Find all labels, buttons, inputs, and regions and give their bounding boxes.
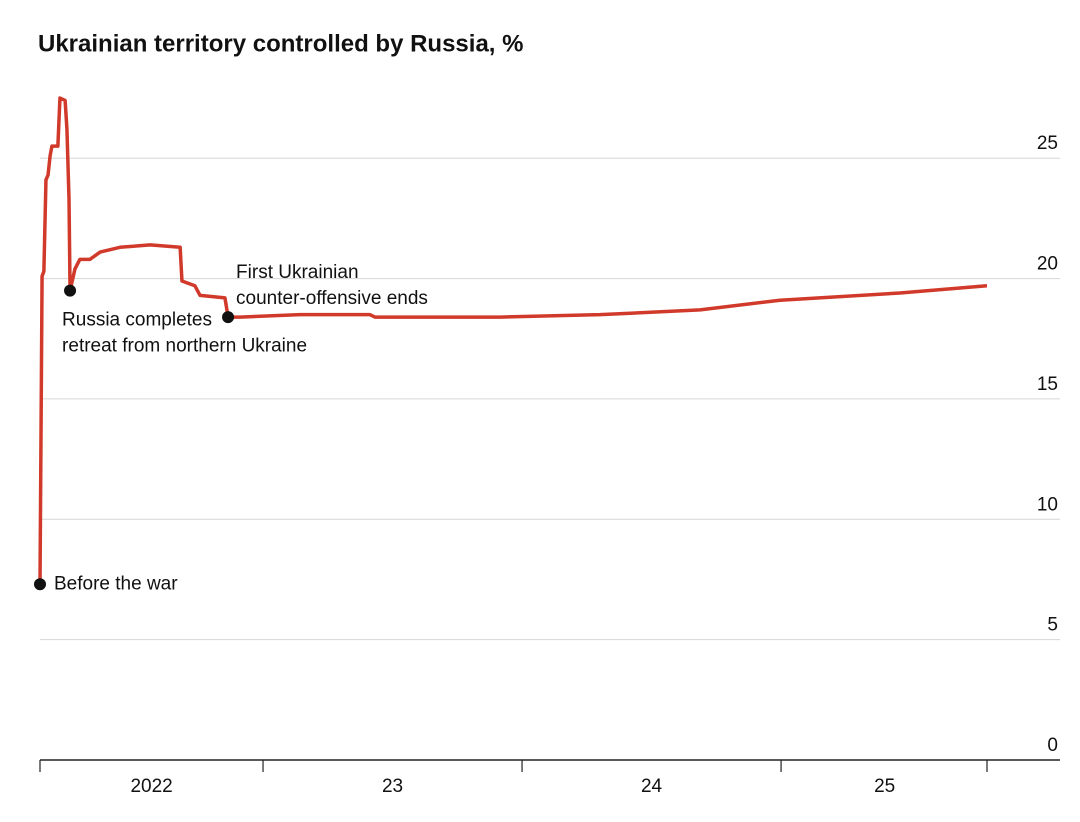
x-tick-label: 24 bbox=[641, 776, 663, 797]
x-tick-label: 23 bbox=[382, 776, 403, 797]
y-tick-label: 5 bbox=[1047, 615, 1058, 636]
annotation-dot bbox=[222, 311, 235, 324]
x-tick-label: 2022 bbox=[130, 776, 172, 797]
y-tick-label: 15 bbox=[1037, 374, 1058, 395]
y-tick-label: 25 bbox=[1037, 133, 1058, 154]
annotation-text: Before the war bbox=[54, 573, 178, 594]
y-tick-label: 10 bbox=[1037, 494, 1058, 515]
y-tick-label: 20 bbox=[1037, 254, 1058, 275]
y-tick-label: 0 bbox=[1047, 735, 1058, 756]
annotation-text: First Ukrainian bbox=[236, 262, 358, 283]
x-tick-label: 25 bbox=[874, 776, 895, 797]
line bbox=[38, 96, 988, 585]
annotation-dot bbox=[34, 578, 46, 591]
annotation-text: counter-offensive ends bbox=[236, 288, 428, 309]
annotation-text: retreat from northern Ukraine bbox=[62, 336, 307, 357]
chart-title: Ukrainian territory controlled by Russia… bbox=[38, 30, 523, 57]
annotation-dot bbox=[64, 284, 77, 297]
annotation-text: Russia completes bbox=[62, 310, 212, 331]
